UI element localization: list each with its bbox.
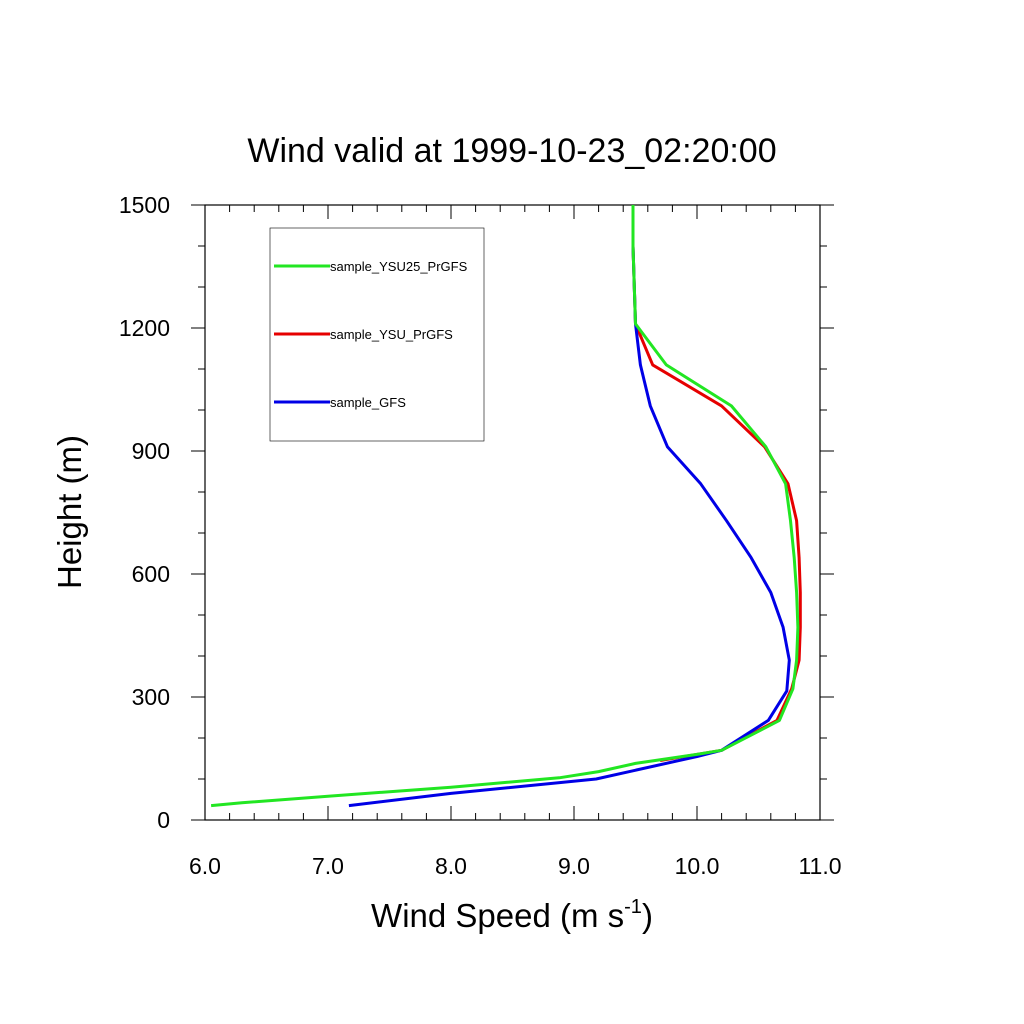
x-tick-label: 9.0 [558,853,590,879]
y-tick-labels: 0 300 600 900 1200 1500 [119,192,170,833]
series-lines [210,205,802,808]
y-tick-label: 1200 [119,315,170,341]
x-axis-label-suffix: ) [642,897,653,934]
x-axis-label-superscript: -1 [624,896,642,918]
legend-label: sample_YSU_PrGFS [330,327,453,342]
x-tick-label: 10.0 [675,853,720,879]
x-tick-label: 11.0 [798,853,841,879]
legend-label: sample_GFS [330,395,406,410]
x-tick-label: 6.0 [189,853,221,879]
series-line-sample_YSU25_PrGFS [210,205,800,808]
plot-frame [204,204,821,821]
axis-ticks [191,204,834,821]
series-line-sample_YSU_PrGFS [631,205,802,762]
chart-title: Wind valid at 1999-10-23_02:20:00 [247,132,776,170]
x-tick-label: 7.0 [312,853,344,879]
y-tick-label: 900 [132,438,170,464]
x-axis-label: Wind Speed (m s-1) [371,896,653,934]
y-tick-label: 1500 [119,192,170,218]
x-tick-label: 8.0 [435,853,467,879]
x-tick-labels: 6.0 7.0 8.0 9.0 10.0 11.0 [189,853,842,879]
y-tick-label: 0 [157,807,170,833]
y-axis-label: Height (m) [51,435,88,589]
y-tick-label: 600 [132,561,170,587]
legend: sample_YSU25_PrGFS sample_YSU_PrGFSsample… [269,227,485,442]
y-tick-label: 300 [132,684,170,710]
legend-label: sample_YSU25_PrGFS [330,259,468,274]
x-axis-label-main: Wind Speed (m s [371,897,624,934]
series-line-sample_GFS [348,205,791,808]
